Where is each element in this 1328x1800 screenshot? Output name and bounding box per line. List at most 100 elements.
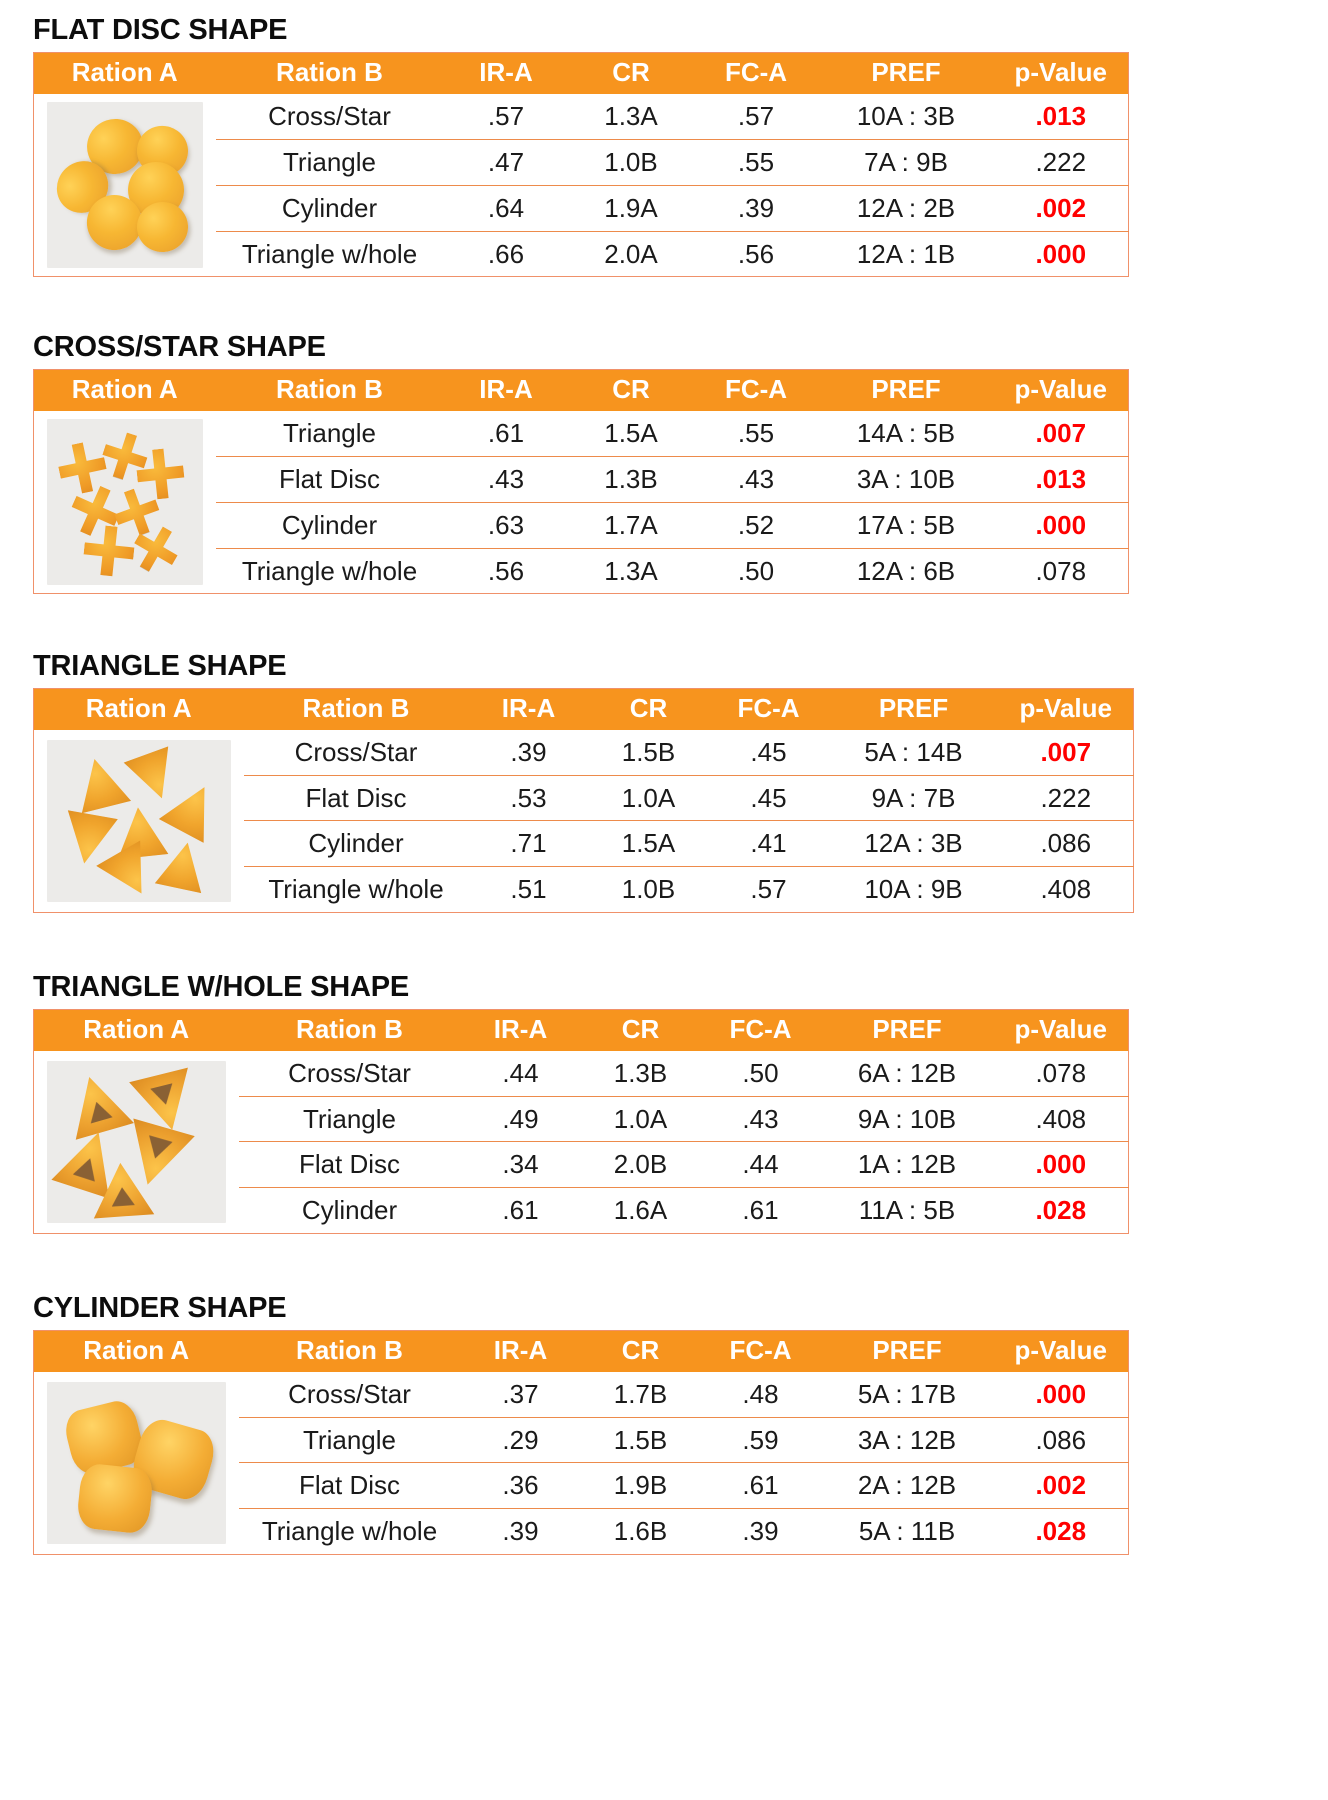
pref-value: 12A : 6B <box>818 547 994 594</box>
column-header-pref: PREF <box>820 1330 994 1373</box>
section-title: FLAT DISC SHAPE <box>33 14 288 46</box>
ir-a-value: .51 <box>468 866 589 913</box>
column-header-ration-b: Ration B <box>243 688 469 731</box>
section-title: TRIANGLE SHAPE <box>33 650 287 682</box>
pref-value: 10A : 9B <box>828 866 999 913</box>
ir-a-value: .44 <box>502 1058 539 1089</box>
column-header-ir-a: IR-A <box>460 1009 581 1052</box>
ir-a-value: .49 <box>460 1095 581 1142</box>
column-header-pref: PREF <box>818 369 994 412</box>
kibble-piece <box>57 1066 136 1143</box>
fc-a-value: .55 <box>737 418 775 449</box>
flat-disc-kibble-photo <box>46 102 203 269</box>
shape-comparison-table: Ration A Ration B IR-A CR FC-A PREF p-Value Tri… <box>33 369 1129 595</box>
ir-a-value: .39 <box>510 737 547 768</box>
ir-a-value: .43 <box>443 456 569 503</box>
fc-a-value: .56 <box>693 230 819 277</box>
pref-value: 12A : 3B <box>828 820 999 867</box>
table-header-row: Ration A Ration B IR-A CR FC-A PREF p-Value <box>33 369 1129 412</box>
fc-a-value: .43 <box>700 1095 821 1142</box>
fc-a-value: .48 <box>742 1379 779 1410</box>
cr-value: 1.5A <box>604 418 658 449</box>
shape-comparison-table: Ration A Ration B IR-A CR FC-A PREF p-Value Cro… <box>33 1330 1129 1555</box>
fc-a-value: .41 <box>708 820 829 867</box>
pref-value: 7A : 9B <box>818 139 994 186</box>
column-header-ration-b: Ration B <box>238 1330 461 1373</box>
column-header-cr: CR <box>568 369 694 412</box>
ir-a-value: .61 <box>460 1187 581 1234</box>
fc-a-value: .45 <box>708 774 829 821</box>
ration-b-value: Triangle w/hole <box>215 547 444 594</box>
fc-a-value: .50 <box>693 547 819 594</box>
triangle-kibble-photo <box>46 739 231 902</box>
ration-a-photo-cell <box>34 1051 239 1233</box>
pref-value: 5A : 14B <box>864 737 963 768</box>
ration-a-photo-cell <box>34 94 216 277</box>
ration-b-value: Cross/Star <box>288 1058 411 1089</box>
cr-value: 1.3B <box>613 1058 668 1089</box>
section-cross-star: CROSS/STAR SHAPE Ration A Ration B IR-A CR FC… <box>33 331 1129 595</box>
table-row: Triangle w/hole .56 1.3A .50 12A : 6B .078 <box>34 547 1129 594</box>
fc-a-value: .45 <box>750 737 787 768</box>
pref-value: 3A : 10B <box>818 456 994 503</box>
pref-value: 12A : 1B <box>818 230 994 277</box>
ration-b-value: Cross/Star <box>268 101 391 132</box>
ration-b-value: Cross/Star <box>288 1379 411 1410</box>
p-value: .078 <box>993 547 1129 594</box>
column-header-cr: CR <box>568 52 694 95</box>
pref-value: 11A : 5B <box>820 1187 994 1234</box>
fc-a-value: .52 <box>693 501 819 549</box>
p-value-significant: .000 <box>1035 1379 1087 1410</box>
shape-comparison-table: Ration A Ration B IR-A CR FC-A PREF p-Value Cro… <box>33 1009 1129 1234</box>
ir-a-value: .57 <box>487 101 525 132</box>
ir-a-value: .71 <box>468 820 589 867</box>
table-header-row: Ration A Ration B IR-A CR FC-A PREF p-Value <box>33 1009 1129 1052</box>
column-header-ir-a: IR-A <box>443 369 569 412</box>
table-row: Triangle .29 1.5B .59 3A : 12B .086 <box>34 1416 1129 1463</box>
table-row: Cylinder .61 1.6A .61 11A : 5B .028 <box>34 1187 1129 1234</box>
ration-b-value: Flat Disc <box>238 1141 461 1188</box>
cr-value: 1.6B <box>580 1508 701 1555</box>
column-header-ration-a: Ration A <box>33 1330 239 1373</box>
ir-a-value: .56 <box>443 547 569 594</box>
ration-b-value: Triangle <box>238 1416 461 1463</box>
ration-a-photo-cell <box>34 1372 239 1554</box>
ration-b-value: Triangle <box>238 1095 461 1142</box>
ration-b-value: Triangle w/hole <box>243 866 469 913</box>
ration-b-value: Cylinder <box>243 820 469 867</box>
ir-a-value: .66 <box>443 230 569 277</box>
column-header-p-value: p-Value <box>993 1009 1129 1052</box>
pref-value: 5A : 11B <box>820 1508 994 1555</box>
fc-a-value: .57 <box>708 866 829 913</box>
ration-b-value: Flat Disc <box>215 456 444 503</box>
column-header-fc-a: FC-A <box>693 369 819 412</box>
p-value-significant: .002 <box>993 184 1129 232</box>
table-row: Cross/Star .37 1.7B .48 5A : 17B .000 <box>34 1372 1129 1544</box>
table-row: Cylinder .64 1.9A .39 12A : 2B .002 <box>34 184 1129 232</box>
section-title: CYLINDER SHAPE <box>33 1292 287 1324</box>
cr-value: 1.5B <box>621 737 676 768</box>
p-value: .222 <box>998 774 1134 821</box>
cr-value: 1.0A <box>580 1095 701 1142</box>
cr-value: 1.0A <box>588 774 709 821</box>
column-header-p-value: p-Value <box>993 52 1129 95</box>
kibble-piece <box>64 478 127 543</box>
ration-b-value: Flat Disc <box>243 774 469 821</box>
ir-a-value: .64 <box>443 184 569 232</box>
pref-value: 12A : 2B <box>818 184 994 232</box>
p-value: .086 <box>998 820 1134 867</box>
ir-a-value: .36 <box>460 1462 581 1509</box>
p-value-significant: .002 <box>993 1462 1129 1509</box>
ration-a-photo-cell <box>34 411 216 594</box>
section-title: TRIANGLE W/HOLE SHAPE <box>33 971 410 1003</box>
section-flat-disc: FLAT DISC SHAPE Ration A Ration B IR-A CR FC-… <box>33 14 1129 278</box>
table-row: Cross/Star .44 1.3B .50 6A : 12B .078 <box>34 1051 1129 1223</box>
p-value: .408 <box>993 1095 1129 1142</box>
table-row: Triangle .49 1.0A .43 9A : 10B .408 <box>34 1095 1129 1142</box>
p-value-significant: .028 <box>993 1187 1129 1234</box>
column-header-p-value: p-Value <box>998 688 1134 731</box>
kibble-piece <box>155 772 230 847</box>
column-header-ration-b: Ration B <box>238 1009 461 1052</box>
p-value-significant: .000 <box>993 230 1129 277</box>
ir-a-value: .63 <box>443 501 569 549</box>
